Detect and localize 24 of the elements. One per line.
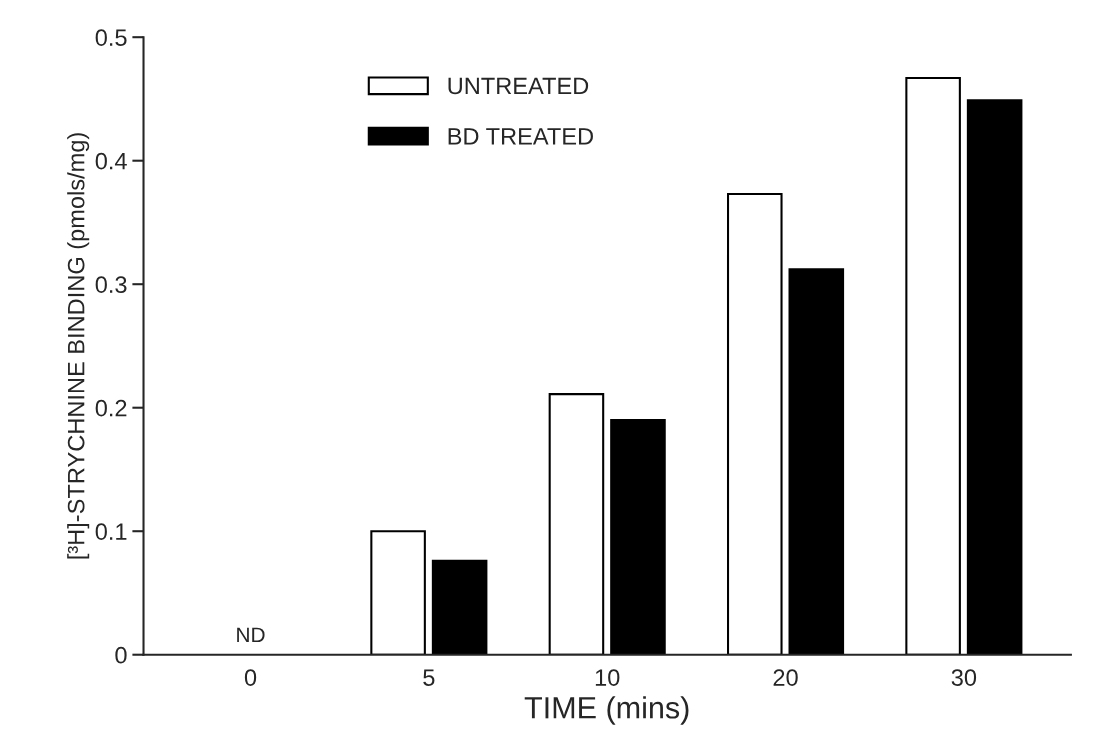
y-tick-label: 0.3 xyxy=(95,276,127,293)
x-tick-label: 20 xyxy=(773,669,798,686)
x-tick-label: 10 xyxy=(595,669,620,686)
legend-label: BD TREATED xyxy=(448,128,593,145)
annotation: ND xyxy=(237,627,265,643)
bar xyxy=(788,268,845,655)
bar xyxy=(610,419,666,655)
x-tick-label: 5 xyxy=(423,669,435,686)
bar xyxy=(548,393,605,655)
bar xyxy=(726,193,783,655)
y-tick-label: 0.1 xyxy=(95,523,127,540)
y-axis-title: [³H]-STRYCHNINE BINDING (pmols/mg) xyxy=(67,133,90,559)
legend-label: UNTREATED xyxy=(448,77,589,95)
x-axis-title: TIME (mins) xyxy=(524,696,689,725)
bar xyxy=(431,559,488,655)
x-tick-label: 0 xyxy=(244,669,257,686)
y-tick-label: 0.4 xyxy=(95,152,127,170)
y-tick-label: 0 xyxy=(115,646,127,664)
bar xyxy=(966,99,1023,655)
x-tick-label: 30 xyxy=(951,669,977,686)
bar xyxy=(905,76,961,655)
bar xyxy=(370,530,426,655)
y-tick-label: 0.5 xyxy=(95,29,127,46)
y-tick-label: 0.2 xyxy=(95,399,127,417)
